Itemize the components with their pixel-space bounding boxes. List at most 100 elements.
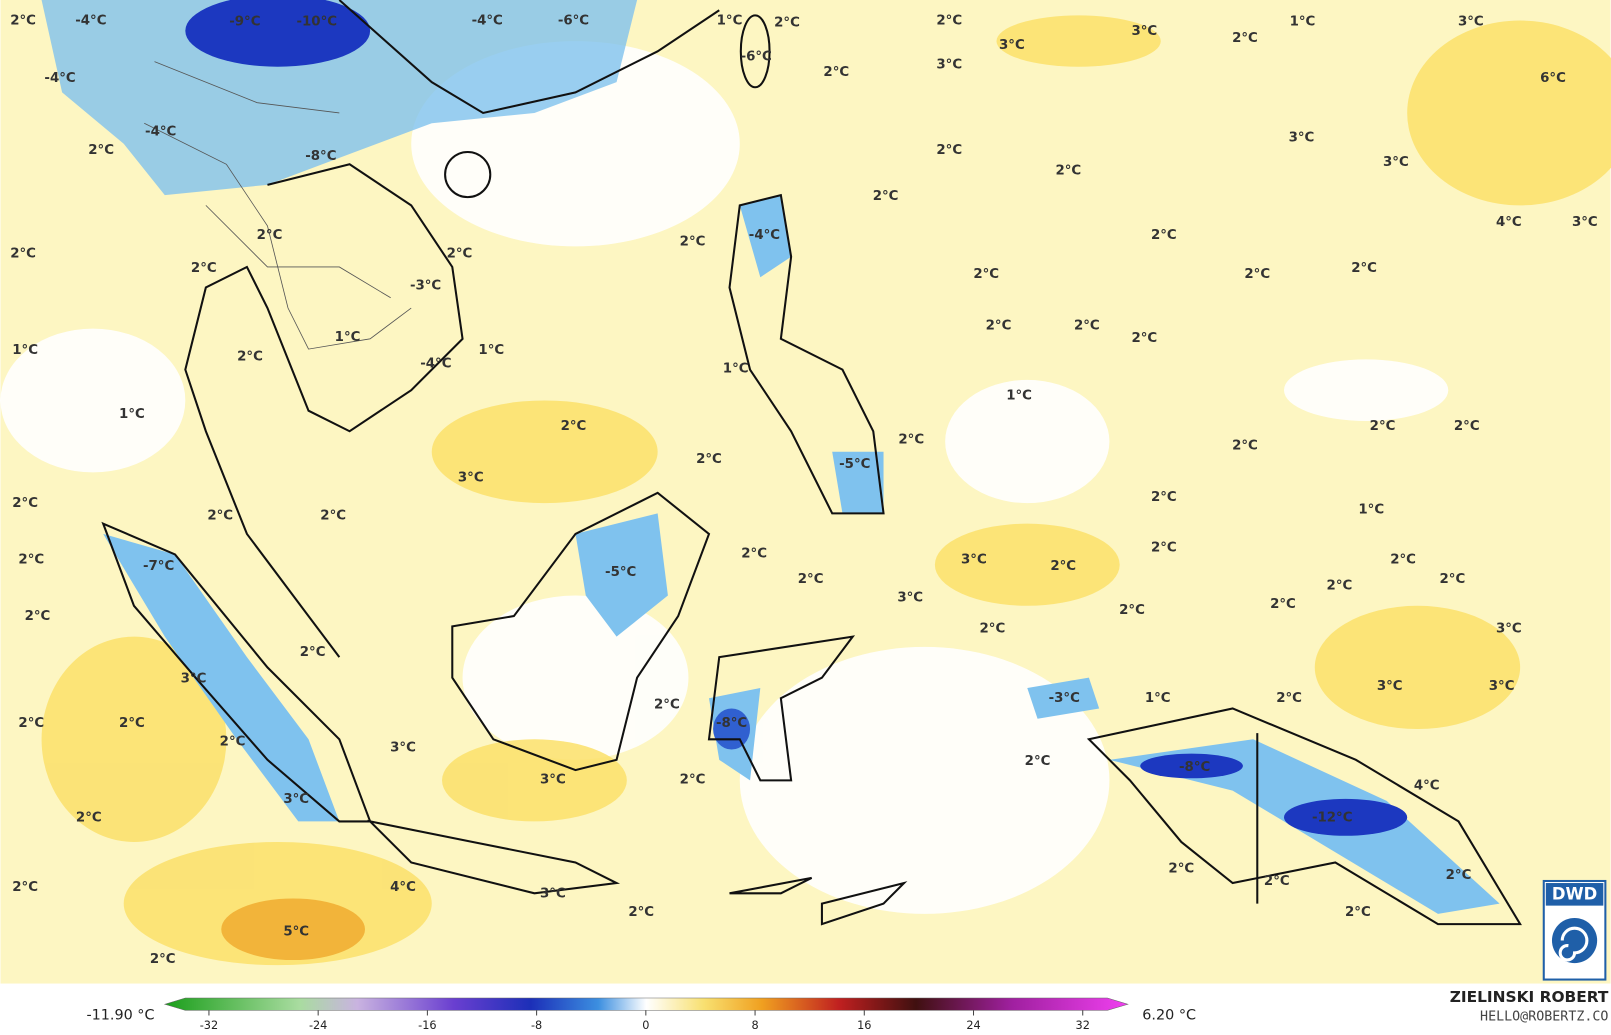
temperature-label: 2°C bbox=[973, 267, 999, 282]
temperature-label: -4°C bbox=[145, 124, 176, 139]
temperature-label: 2°C bbox=[18, 553, 44, 568]
temperature-label: 3°C bbox=[897, 591, 923, 606]
temperature-label: 3°C bbox=[1572, 215, 1598, 230]
temperature-label: 2°C bbox=[1440, 572, 1466, 587]
temperature-label: 3°C bbox=[1383, 155, 1409, 170]
temperature-label: 1°C bbox=[723, 362, 749, 377]
temperature-label: -6°C bbox=[741, 49, 772, 64]
legend: -11.90 °C 6.20 °C ZIELINSKI ROBERT HELLO… bbox=[0, 983, 1611, 1035]
temperature-label: 3°C bbox=[961, 553, 987, 568]
temperature-label: 3°C bbox=[1289, 131, 1315, 146]
borders bbox=[144, 61, 412, 350]
temperature-label: 2°C bbox=[10, 14, 36, 29]
temperature-label: -8°C bbox=[305, 149, 336, 164]
temperature-label: 3°C bbox=[540, 886, 566, 901]
temperature-label: 4°C bbox=[390, 880, 416, 895]
colorbar-tick-label: 32 bbox=[1076, 1019, 1090, 1032]
temperature-label: 2°C bbox=[257, 228, 283, 243]
temperature-label: 2°C bbox=[680, 234, 706, 249]
temperature-label: 2°C bbox=[936, 14, 962, 29]
temperature-label: 2°C bbox=[1351, 261, 1377, 276]
temperature-labels: -4°C -9°C -10°C -4°C -6°C 2°C 1°C 2°C 2°C 3°C 2°C 1… bbox=[10, 14, 1597, 967]
temperature-label: 2°C bbox=[300, 645, 326, 660]
temperature-label: 4°C bbox=[1414, 778, 1440, 793]
temperature-label: 2°C bbox=[741, 546, 767, 561]
temperature-label: 2°C bbox=[12, 496, 38, 511]
temperature-label: 1°C bbox=[12, 343, 38, 358]
temperature-label: 3°C bbox=[458, 470, 484, 485]
temperature-label: 3°C bbox=[181, 672, 207, 687]
coastlines bbox=[101, 0, 1522, 926]
temperature-label: 2°C bbox=[1232, 439, 1258, 454]
temperature-label: 6°C bbox=[1540, 71, 1566, 86]
temperature-label: 3°C bbox=[390, 741, 416, 756]
temperature-label: 2°C bbox=[1276, 691, 1302, 706]
temperature-label: 2°C bbox=[88, 143, 114, 158]
temperature-label: 2°C bbox=[207, 508, 233, 523]
temperature-label: 1°C bbox=[717, 14, 743, 29]
min-label: -11.90 °C bbox=[86, 1008, 154, 1024]
temperature-label: 2°C bbox=[76, 810, 102, 825]
logo-text: DWD bbox=[1552, 884, 1597, 903]
temperature-label: 2°C bbox=[10, 247, 36, 262]
temperature-label: -8°C bbox=[1179, 760, 1210, 775]
temperature-label: -3°C bbox=[1049, 691, 1080, 706]
temperature-label: 3°C bbox=[1131, 24, 1157, 39]
temperature-label: 2°C bbox=[774, 16, 800, 31]
temperature-label: 2°C bbox=[654, 697, 680, 712]
temperature-label: 3°C bbox=[1377, 679, 1403, 694]
temperature-label: 2°C bbox=[561, 419, 587, 434]
credit-contact: HELLO@ROBERTZ.CO bbox=[1480, 1010, 1608, 1025]
temperature-label: 1°C bbox=[1145, 691, 1171, 706]
temperature-label: 2°C bbox=[1244, 267, 1270, 282]
temperature-label: 2°C bbox=[1131, 331, 1157, 346]
colorbar-tick-label: -32 bbox=[200, 1019, 218, 1032]
dwd-logo: DWD bbox=[1542, 879, 1607, 981]
temperature-label: 2°C bbox=[191, 261, 217, 276]
colorbar-tick-label: 16 bbox=[857, 1019, 871, 1032]
temperature-label: 2°C bbox=[873, 189, 899, 204]
temperature-label: 4°C bbox=[1496, 215, 1522, 230]
temperature-label: -12°C bbox=[1312, 810, 1353, 825]
colorbar-tick-label: 24 bbox=[966, 1019, 980, 1032]
temperature-label: 1°C bbox=[119, 407, 145, 422]
colorbar-tick-label: 0 bbox=[642, 1019, 649, 1032]
temperature-label: 3°C bbox=[1489, 679, 1515, 694]
temperature-label: 2°C bbox=[119, 716, 145, 731]
temperature-label: 2°C bbox=[1454, 419, 1480, 434]
temperature-label: 2°C bbox=[1074, 318, 1100, 333]
temperature-label: -4°C bbox=[420, 356, 451, 371]
temperature-label: 2°C bbox=[1370, 419, 1396, 434]
temperature-label: -8°C bbox=[716, 716, 747, 731]
temperature-label: -4°C bbox=[472, 14, 503, 29]
colorbar-tick-label: -24 bbox=[309, 1019, 327, 1032]
temperature-label: -6°C bbox=[558, 14, 589, 29]
temperature-label: -4°C bbox=[75, 14, 106, 29]
temperature-label: 2°C bbox=[980, 621, 1006, 636]
logo-swirl bbox=[1551, 917, 1598, 964]
temperature-label: 1°C bbox=[478, 343, 504, 358]
temperature-label: 2°C bbox=[1345, 905, 1371, 920]
logo-swirl-line bbox=[1558, 926, 1589, 962]
temperature-label: 3°C bbox=[936, 58, 962, 73]
temperature-label: 2°C bbox=[150, 952, 176, 967]
map-area: -4°C -9°C -10°C -4°C -6°C 2°C 1°C 2°C 2°C 3°C 2°C 1… bbox=[0, 0, 1611, 984]
temperature-label: 2°C bbox=[1446, 868, 1472, 883]
colorbar-tick-label: -8 bbox=[531, 1019, 542, 1032]
temperature-label: 2°C bbox=[798, 572, 824, 587]
temperature-label: 2°C bbox=[1264, 874, 1290, 889]
temperature-label: 2°C bbox=[1151, 228, 1177, 243]
temperature-label: 3°C bbox=[283, 792, 309, 807]
temperature-label: -4°C bbox=[44, 71, 75, 86]
temperature-label: 2°C bbox=[12, 880, 38, 895]
hot-spot bbox=[221, 898, 366, 961]
temperature-label: 2°C bbox=[1232, 31, 1258, 46]
temperature-label: 2°C bbox=[628, 905, 654, 920]
temperature-label: 2°C bbox=[1050, 559, 1076, 574]
neutral-areas bbox=[0, 41, 1449, 914]
temperature-label: 1°C bbox=[1006, 388, 1032, 403]
temperature-label: -3°C bbox=[410, 278, 441, 293]
max-label: 6.20 °C bbox=[1142, 1008, 1196, 1024]
temperature-label: 2°C bbox=[986, 318, 1012, 333]
temperature-label: 2°C bbox=[18, 716, 44, 731]
